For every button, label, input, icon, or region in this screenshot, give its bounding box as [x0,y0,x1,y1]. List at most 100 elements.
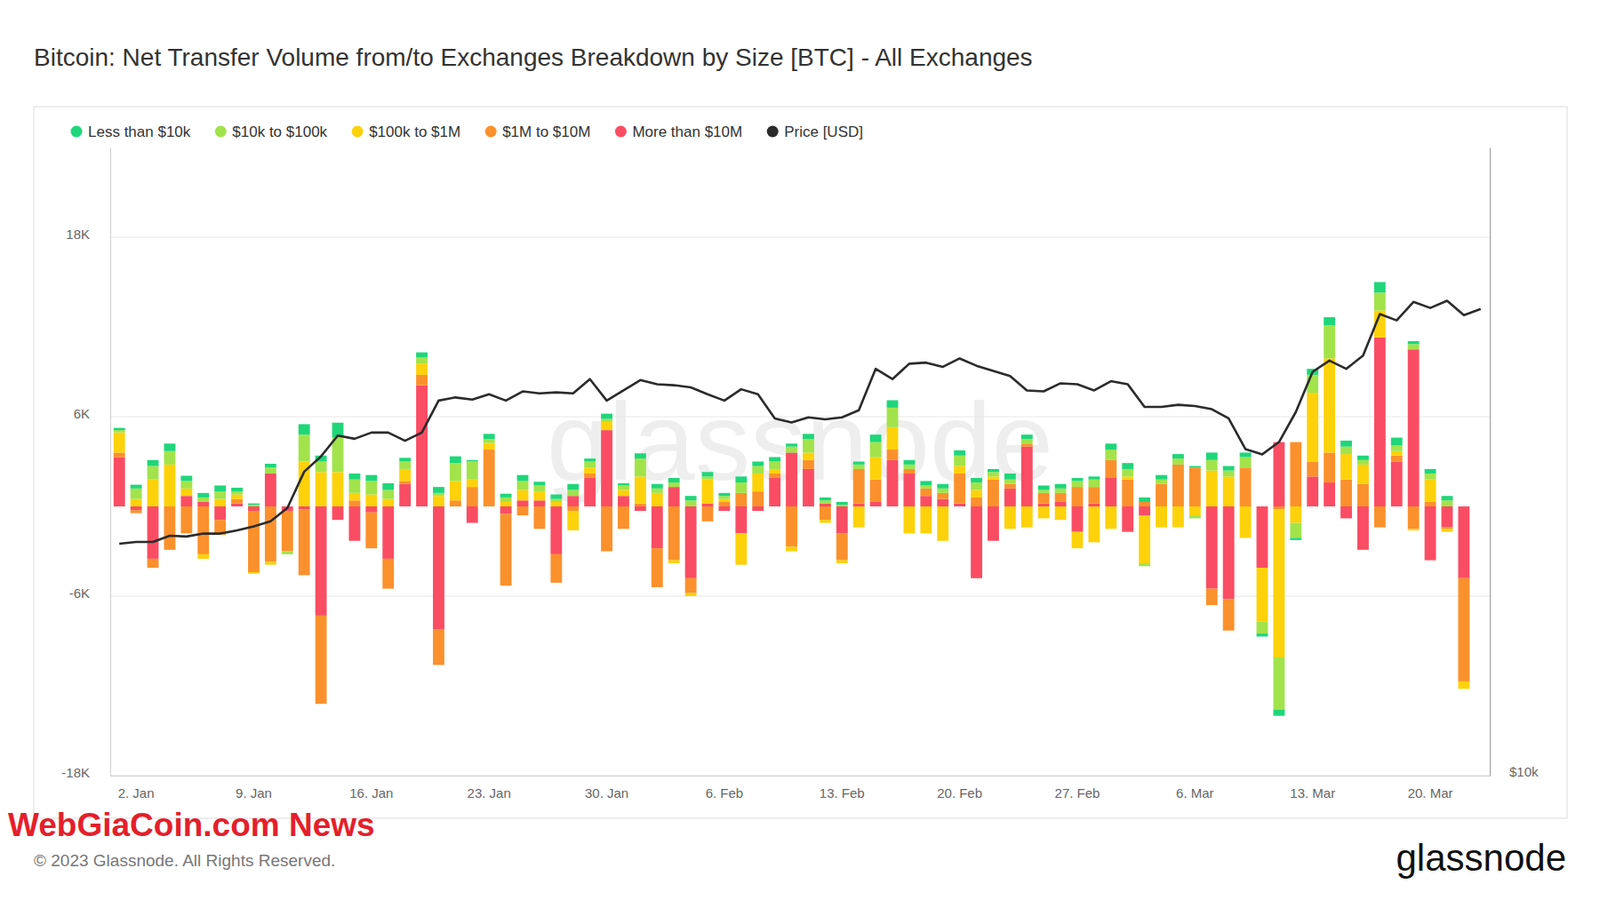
bar-segment [1121,469,1134,477]
bar-segment [600,414,613,420]
bar-segment [802,469,815,507]
bar-segment [1374,282,1386,294]
grid-line [110,237,1490,239]
bar-segment [533,500,545,507]
bar-segment [130,510,143,513]
bar-segment [1172,454,1184,459]
bar-segment [533,491,545,501]
bar-segment [1424,473,1437,480]
legend-label: Price [USD] [784,123,864,141]
bar-segment [466,462,479,480]
bar-segment [399,462,411,470]
bar-segment [315,506,328,616]
x-tick-label: 27. Feb [1055,785,1101,801]
bar-segment [1441,528,1454,530]
y2-tick-label: $10k [1509,764,1539,780]
bar-segment [1055,502,1067,507]
bar-segment [164,451,176,465]
bar-segment [365,506,377,513]
bar-segment [1424,502,1437,507]
bar-segment [785,443,798,447]
bar-segment [332,438,344,473]
bar-segment [903,460,915,465]
bar-segment [1256,506,1269,568]
bar-segment [617,506,630,529]
bar-segment [836,506,848,534]
bar-segment [651,506,664,549]
bar-segment [1004,506,1016,529]
bar-segment [466,487,479,507]
bar-segment [836,533,848,560]
bar-segment [802,433,815,440]
bar-segment [1256,633,1269,637]
bar-segment [1104,449,1117,461]
legend-item: More than $10M [615,123,743,141]
x-tick: 30. Jan [584,776,629,801]
bar-segment [180,488,192,496]
legend: Less than $10k$10k to $100k$100k to $1M$… [71,123,864,141]
bar-segment [768,456,781,462]
bar-segment [1055,493,1067,503]
legend-marker [71,126,83,138]
bar-segment [332,506,344,520]
legend-marker [615,126,627,138]
x-tick: 16. Jan [349,776,393,801]
y-tick-label: 18K [65,226,90,242]
x-tick-label: 13. Feb [819,785,865,801]
legend-label: $100k to $1M [368,123,461,141]
bar-segment [399,457,411,462]
bar-segment [214,491,226,499]
bar-segment [1138,515,1151,564]
bar-segment [752,506,764,512]
legend-label: $1M to $10M [502,123,591,141]
bar-segment [702,480,714,504]
bar-segment [1223,466,1235,472]
bar-segment [953,456,966,467]
x-axis: 2. Jan9. Jan16. Jan23. Jan30. Jan6. Feb1… [111,776,1491,801]
bar-segment [1038,489,1050,493]
bar-segment [1340,447,1352,455]
bar-segment [1240,467,1252,507]
bar-segment [1374,337,1386,507]
bar-segment [584,478,596,507]
bar-segment [584,473,596,479]
legend-item: $100k to $1M [352,123,462,141]
bar-segment [600,422,613,431]
bar-segment [1457,506,1470,579]
chart-root: Bitcoin: Net Transfer Volume from/to Exc… [0,0,1600,900]
bar-segment [1155,484,1168,507]
bar-segment [382,483,394,491]
bar-segment [130,485,143,489]
bar-segment [920,506,932,534]
bar-segment [920,485,932,488]
bar-segment [1138,506,1151,516]
x-tick-label: 9. Jan [235,785,272,801]
x-tick-label: 6. Feb [705,785,744,801]
bar-segment [903,473,915,507]
bar-segment [819,504,832,507]
bar-segment [1223,476,1235,507]
x-tick-label: 20. Feb [936,785,983,801]
bar-segment [668,487,680,507]
bar-segment [1391,462,1403,508]
bar-segment [1457,578,1470,682]
bar-segment [685,496,697,501]
bar-segment [1088,506,1100,543]
bar-segment [735,493,747,507]
bar-segment [853,506,865,528]
bar-segment [987,476,1000,480]
bar-segment [264,473,277,507]
bar-segment [1121,506,1134,533]
bar-segment [1072,487,1084,507]
x-tick: 23. Jan [467,776,512,801]
bar-segment [1206,506,1218,590]
bar-segment [500,502,512,507]
bar-segment [1088,480,1100,488]
bar-segment [281,552,294,555]
bar-segment [550,554,562,584]
bar-segment [853,462,865,465]
bar-segment [1408,506,1420,529]
bar-segment [517,480,529,490]
bar-segment [718,496,730,499]
bar-segment [517,500,529,507]
